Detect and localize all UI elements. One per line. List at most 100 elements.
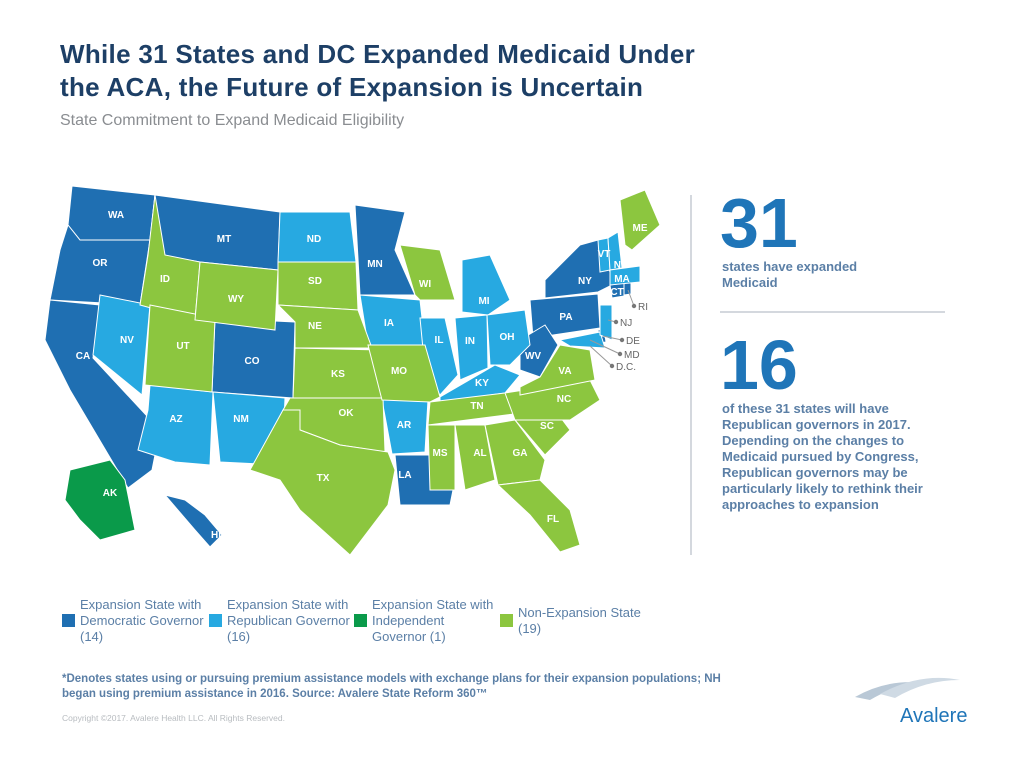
state-label: NM	[233, 414, 249, 425]
state-label: MT	[217, 234, 231, 245]
stat-text: of these 31 states will have Republican …	[722, 401, 923, 512]
state-label: WI	[419, 279, 431, 290]
state-label: TN	[470, 401, 483, 412]
state-shape	[137, 384, 214, 466]
state-label: NE	[308, 321, 322, 332]
state-shape	[619, 189, 661, 251]
footnote: *Denotes states using or pursuing premiu…	[62, 673, 721, 700]
state-shape	[276, 304, 373, 349]
state-label: IL	[435, 335, 444, 346]
leader-dot	[619, 337, 625, 343]
state-label: ID	[160, 274, 170, 285]
state-label: VA	[558, 366, 571, 377]
legend-swatch	[354, 614, 367, 627]
leader-dot	[609, 363, 615, 369]
leader-line	[589, 345, 613, 367]
title-line: the ACA, the Future of Expansion is Unce…	[60, 72, 644, 102]
state-label: OR	[93, 258, 109, 269]
state-shape	[558, 331, 606, 349]
state-label: MO	[391, 366, 407, 377]
leader-dot	[613, 319, 619, 325]
state-label: SD	[308, 276, 322, 287]
state-label: SC	[540, 421, 554, 432]
state-shape	[354, 204, 416, 296]
state-label: DE	[626, 336, 640, 347]
state-label: NJ	[620, 318, 632, 329]
state-label: AL	[473, 448, 486, 459]
state-shape	[486, 309, 531, 366]
leader-line	[589, 339, 621, 355]
state-label: OK	[339, 408, 355, 419]
state-label: MS	[433, 448, 448, 459]
state-shape	[484, 419, 546, 486]
state-label: MI	[478, 296, 489, 307]
state-label: NC	[557, 394, 571, 405]
state-shape	[64, 459, 136, 541]
state-shape	[519, 344, 596, 396]
legend-label: Non-Expansion State (19)	[518, 605, 641, 636]
leader-dot	[631, 303, 637, 309]
state-label: OH	[500, 332, 515, 343]
state-label: AZ	[169, 414, 182, 425]
state-label: IA	[384, 318, 394, 329]
state-shape	[194, 261, 279, 331]
state-shape	[496, 479, 581, 553]
leader-line	[627, 289, 635, 307]
state-shape	[399, 244, 456, 301]
leader-line	[602, 335, 623, 341]
stat-number: 16	[720, 326, 798, 404]
state-shape	[249, 409, 396, 556]
stat-text: states have expanded Medicaid	[722, 259, 858, 290]
state-label: KS	[331, 369, 345, 380]
state-shape	[427, 424, 456, 491]
state-label: AR	[397, 420, 412, 431]
state-label: HI	[211, 530, 221, 541]
state-label: WY	[228, 294, 244, 305]
title-line: While 31 States and DC Expanded Medicaid…	[60, 39, 696, 69]
legend-swatch	[62, 614, 75, 627]
state-shape	[367, 344, 441, 403]
stat-number: 31	[720, 184, 798, 262]
legend-swatch	[500, 614, 513, 627]
state-label: VT	[598, 249, 611, 260]
legend-label: Expansion State with Independent Governo…	[372, 597, 494, 644]
state-label: ND	[307, 234, 321, 245]
state-shape	[609, 265, 641, 286]
state-label: NH	[614, 260, 628, 271]
state-label: D.C.	[616, 362, 636, 373]
state-label: RI	[638, 302, 648, 313]
title: While 31 States and DC Expanded Medicaid…	[60, 38, 695, 104]
state-label: AK	[103, 488, 118, 499]
state-shape	[92, 294, 151, 396]
state-shape	[461, 254, 511, 316]
state-label: IN	[465, 336, 475, 347]
state-label: MA	[614, 274, 630, 285]
state-label: LA	[398, 470, 411, 481]
state-label: ME	[633, 223, 648, 234]
state-label: FL	[547, 514, 559, 525]
dividers	[690, 195, 945, 555]
state-label: UT	[176, 341, 189, 352]
state-label: CT	[610, 287, 623, 298]
state-label: CO	[245, 356, 260, 367]
legend-label: Expansion State with Democratic Governor…	[80, 597, 204, 644]
state-shape	[599, 304, 613, 341]
state-label: NY	[578, 276, 592, 287]
state-shape	[454, 314, 489, 381]
legend-swatch	[209, 614, 222, 627]
copyright: Copyright ©2017. Avalere Health LLC. All…	[62, 713, 285, 723]
state-shape	[163, 494, 223, 548]
state-label: TX	[317, 473, 330, 484]
state-label: WV	[525, 351, 541, 362]
state-label: MD	[624, 350, 640, 361]
state-label: PA	[559, 312, 572, 323]
state-label: GA	[513, 448, 528, 459]
legend-label: Expansion State with Republican Governor…	[227, 597, 350, 644]
state-label: CA	[76, 351, 90, 362]
state-label: WA	[108, 210, 124, 221]
logo: Avalere	[900, 705, 968, 727]
state-shape	[454, 424, 496, 491]
subtitle: State Commitment to Expand Medicaid Elig…	[60, 112, 405, 129]
state-label: NV	[120, 335, 134, 346]
